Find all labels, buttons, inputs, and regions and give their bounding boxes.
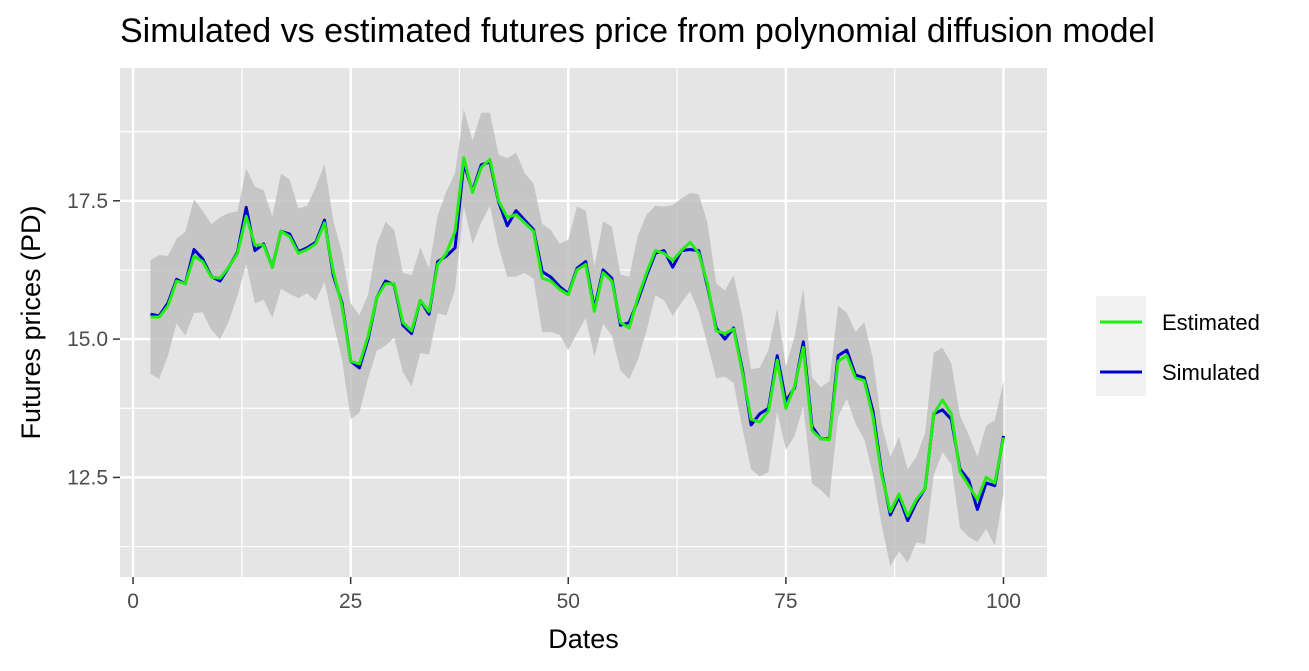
y-axis-title: Futures prices (PD) [16,205,46,439]
x-tick-label: 50 [557,590,580,613]
legend: Estimated Simulated [1096,296,1260,396]
legend-label-estimated: Estimated [1162,310,1260,335]
y-axis: 12.5 15.0 17.5 [67,190,120,489]
x-axis-title: Dates [548,624,619,654]
x-tick-label: 0 [127,590,139,613]
legend-key-background [1096,296,1146,396]
x-tick-label: 100 [986,590,1021,613]
chart-title: Simulated vs estimated futures price fro… [120,12,1155,50]
x-axis: 0 25 50 75 100 [127,577,1021,613]
estimated-series-line [150,156,1005,518]
x-tick-label: 25 [339,590,362,613]
y-tick-label: 15.0 [67,328,108,351]
legend-label-simulated: Simulated [1162,360,1260,385]
y-tick-label: 17.5 [67,190,108,213]
x-tick-label: 75 [774,590,797,613]
confidence-band [150,109,1004,567]
y-tick-label: 12.5 [67,466,108,489]
